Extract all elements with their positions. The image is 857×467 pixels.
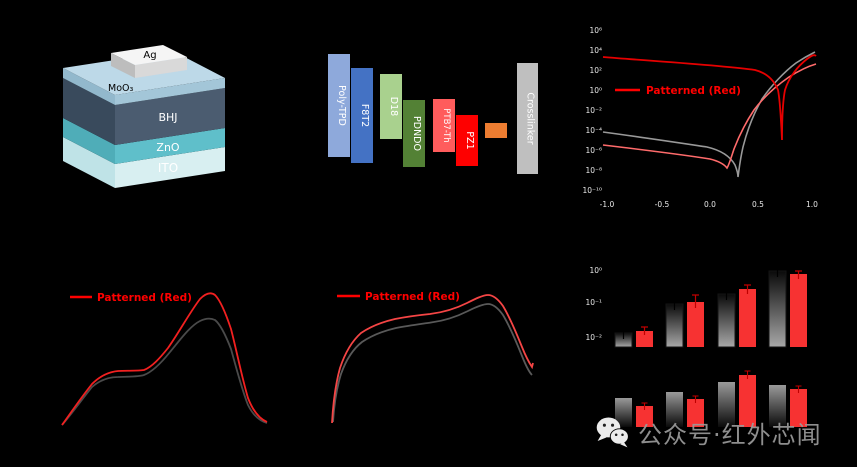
bar-pdndo (403, 100, 425, 167)
bar-grey-g4 (768, 270, 787, 348)
errorbar-red-g3 (744, 284, 751, 294)
jv-ytick: 10⁴ (589, 46, 602, 55)
moo3-label: MoO₃ (108, 83, 133, 94)
label-crosslinker: Crosslinker (525, 92, 536, 144)
jv-ytick: 10⁻⁴ (585, 126, 602, 135)
label-ptb7-th: PTB7-Th (441, 108, 451, 142)
bar-grey-g3 (717, 293, 736, 348)
eqe-patterned-curve (61, 292, 268, 426)
bar-grey-g2 (665, 303, 684, 348)
jv-ytick: 10⁻⁶ (585, 146, 602, 155)
errorbar2-red-g4 (795, 385, 802, 393)
errorbar-grey-g3 (723, 290, 730, 300)
device-structure-panel: ITO ZnO BHJ MoO₃ Ag (63, 45, 225, 188)
jv-ytick: 10⁻¹⁰ (582, 186, 602, 195)
bar-red-g4 (790, 274, 807, 347)
ag-label: Ag (143, 50, 156, 61)
errorbar-red-g4 (795, 270, 802, 279)
errorbar2-red-g2 (692, 395, 699, 403)
bar2-grey-g3 (718, 382, 735, 427)
errorbar2-red-g3 (744, 370, 751, 379)
jv-legend: Patterned (Red) (615, 85, 741, 97)
bar-poly-tpd (328, 54, 350, 157)
label-pdndo: PDNDO (411, 116, 422, 151)
jv-patterned-dark-curve (602, 63, 817, 170)
bar-ptb7-th (433, 99, 455, 152)
bar-pz1 (456, 115, 478, 166)
jv-xtick: 0.0 (704, 200, 716, 209)
jv-legend-label: Patterned (Red) (646, 85, 741, 97)
bar-orange-block (485, 123, 507, 138)
bar-red-g1 (636, 331, 653, 347)
wechat-icon (596, 417, 629, 448)
errorbar-grey-g4 (774, 267, 781, 277)
zno-layer: ZnO (63, 118, 225, 164)
jv-curve-panel: 10⁶ 10⁴ 10² 10⁰ 10⁻² 10⁻⁴ 10⁻⁶ 10⁻⁸ 10⁻¹… (582, 26, 819, 209)
bar2-red-g3 (739, 375, 756, 427)
eqe-spectrum-panel: Patterned (Red) (61, 292, 268, 426)
jv-x-axis-ticks: -1.0 -0.5 0.0 0.5 1.0 (600, 200, 819, 209)
jv-xtick: 0.5 (752, 200, 764, 209)
bar-y-axis-ticks: 10⁰ 10⁻¹ 10⁻² (585, 266, 602, 342)
label-pz1: PZ1 (464, 131, 475, 149)
zno-label: ZnO (156, 141, 180, 154)
bar2-red-g4 (790, 389, 807, 427)
errorbar-grey-g1 (620, 329, 627, 339)
bar-crosslinker (517, 63, 538, 174)
bar2-red-g1 (636, 406, 653, 427)
bar-chart-bottom (615, 370, 807, 427)
response-spectrum-panel: Patterned (Red) (331, 291, 534, 424)
bhj-layer: BHJ (63, 78, 225, 145)
bar2-red-g2 (687, 399, 704, 427)
errorbar-grey-g2 (671, 300, 678, 310)
bar-ytick: 10⁻² (585, 333, 602, 342)
jv-y-axis-ticks: 10⁶ 10⁴ 10² 10⁰ 10⁻² 10⁻⁴ 10⁻⁶ 10⁻⁸ 10⁻¹… (582, 26, 602, 195)
label-f8t2: F8T2 (359, 104, 370, 127)
eqe-legend-label: Patterned (Red) (97, 292, 192, 304)
eqe-legend: Patterned (Red) (70, 292, 192, 304)
bar2-grey-g4 (769, 385, 786, 427)
watermark: 公众号·红外芯闻 (594, 413, 822, 451)
errorbar-red-g1 (641, 326, 648, 335)
energy-level-panel: Poly-TPD F8T2 D18 PDNDO PTB7-Th PZ1 Cros… (328, 54, 538, 174)
spectrum-legend-label: Patterned (Red) (365, 291, 460, 303)
errorbar-red-g2 (692, 294, 699, 308)
bar-d18 (380, 74, 402, 139)
spectrum-control-curve (332, 303, 533, 423)
jv-control-dark-curve (602, 51, 816, 178)
bar-red-g3 (739, 289, 756, 347)
spectrum-patterned-curve (331, 294, 534, 424)
label-poly-tpd: Poly-TPD (336, 85, 347, 126)
bar-chart-top (614, 267, 807, 348)
ito-layer: ITO (63, 137, 225, 188)
jv-xtick: -1.0 (600, 200, 615, 209)
jv-ytick: 10⁻² (585, 106, 602, 115)
ito-label: ITO (158, 161, 178, 175)
watermark-text: 公众号·红外芯闻 (638, 420, 822, 449)
bar2-grey-g1 (615, 398, 632, 427)
jv-xtick: -0.5 (655, 200, 670, 209)
jv-patterned-light-curve (602, 54, 817, 141)
spectrum-legend: Patterned (Red) (337, 291, 460, 303)
jv-xtick: 1.0 (806, 200, 818, 209)
errorbar2-red-g1 (641, 402, 648, 410)
eqe-control-curve (61, 317, 268, 426)
jv-ytick: 10⁻⁸ (585, 166, 602, 175)
label-d18: D18 (388, 97, 399, 116)
bar-red-g2 (687, 302, 704, 347)
jv-ytick: 10² (589, 66, 602, 75)
bar-ytick: 10⁰ (589, 266, 602, 275)
bar-ytick: 10⁻¹ (585, 298, 602, 307)
jv-ytick: 10⁶ (589, 26, 602, 35)
bar-f8t2 (351, 68, 373, 163)
bhj-label: BHJ (158, 111, 177, 124)
ag-electrode: Ag (111, 45, 187, 78)
bar-chart-panel: 10⁰ 10⁻¹ 10⁻² (585, 266, 807, 427)
bar2-grey-g2 (666, 392, 683, 427)
jv-ytick: 10⁰ (589, 86, 602, 95)
